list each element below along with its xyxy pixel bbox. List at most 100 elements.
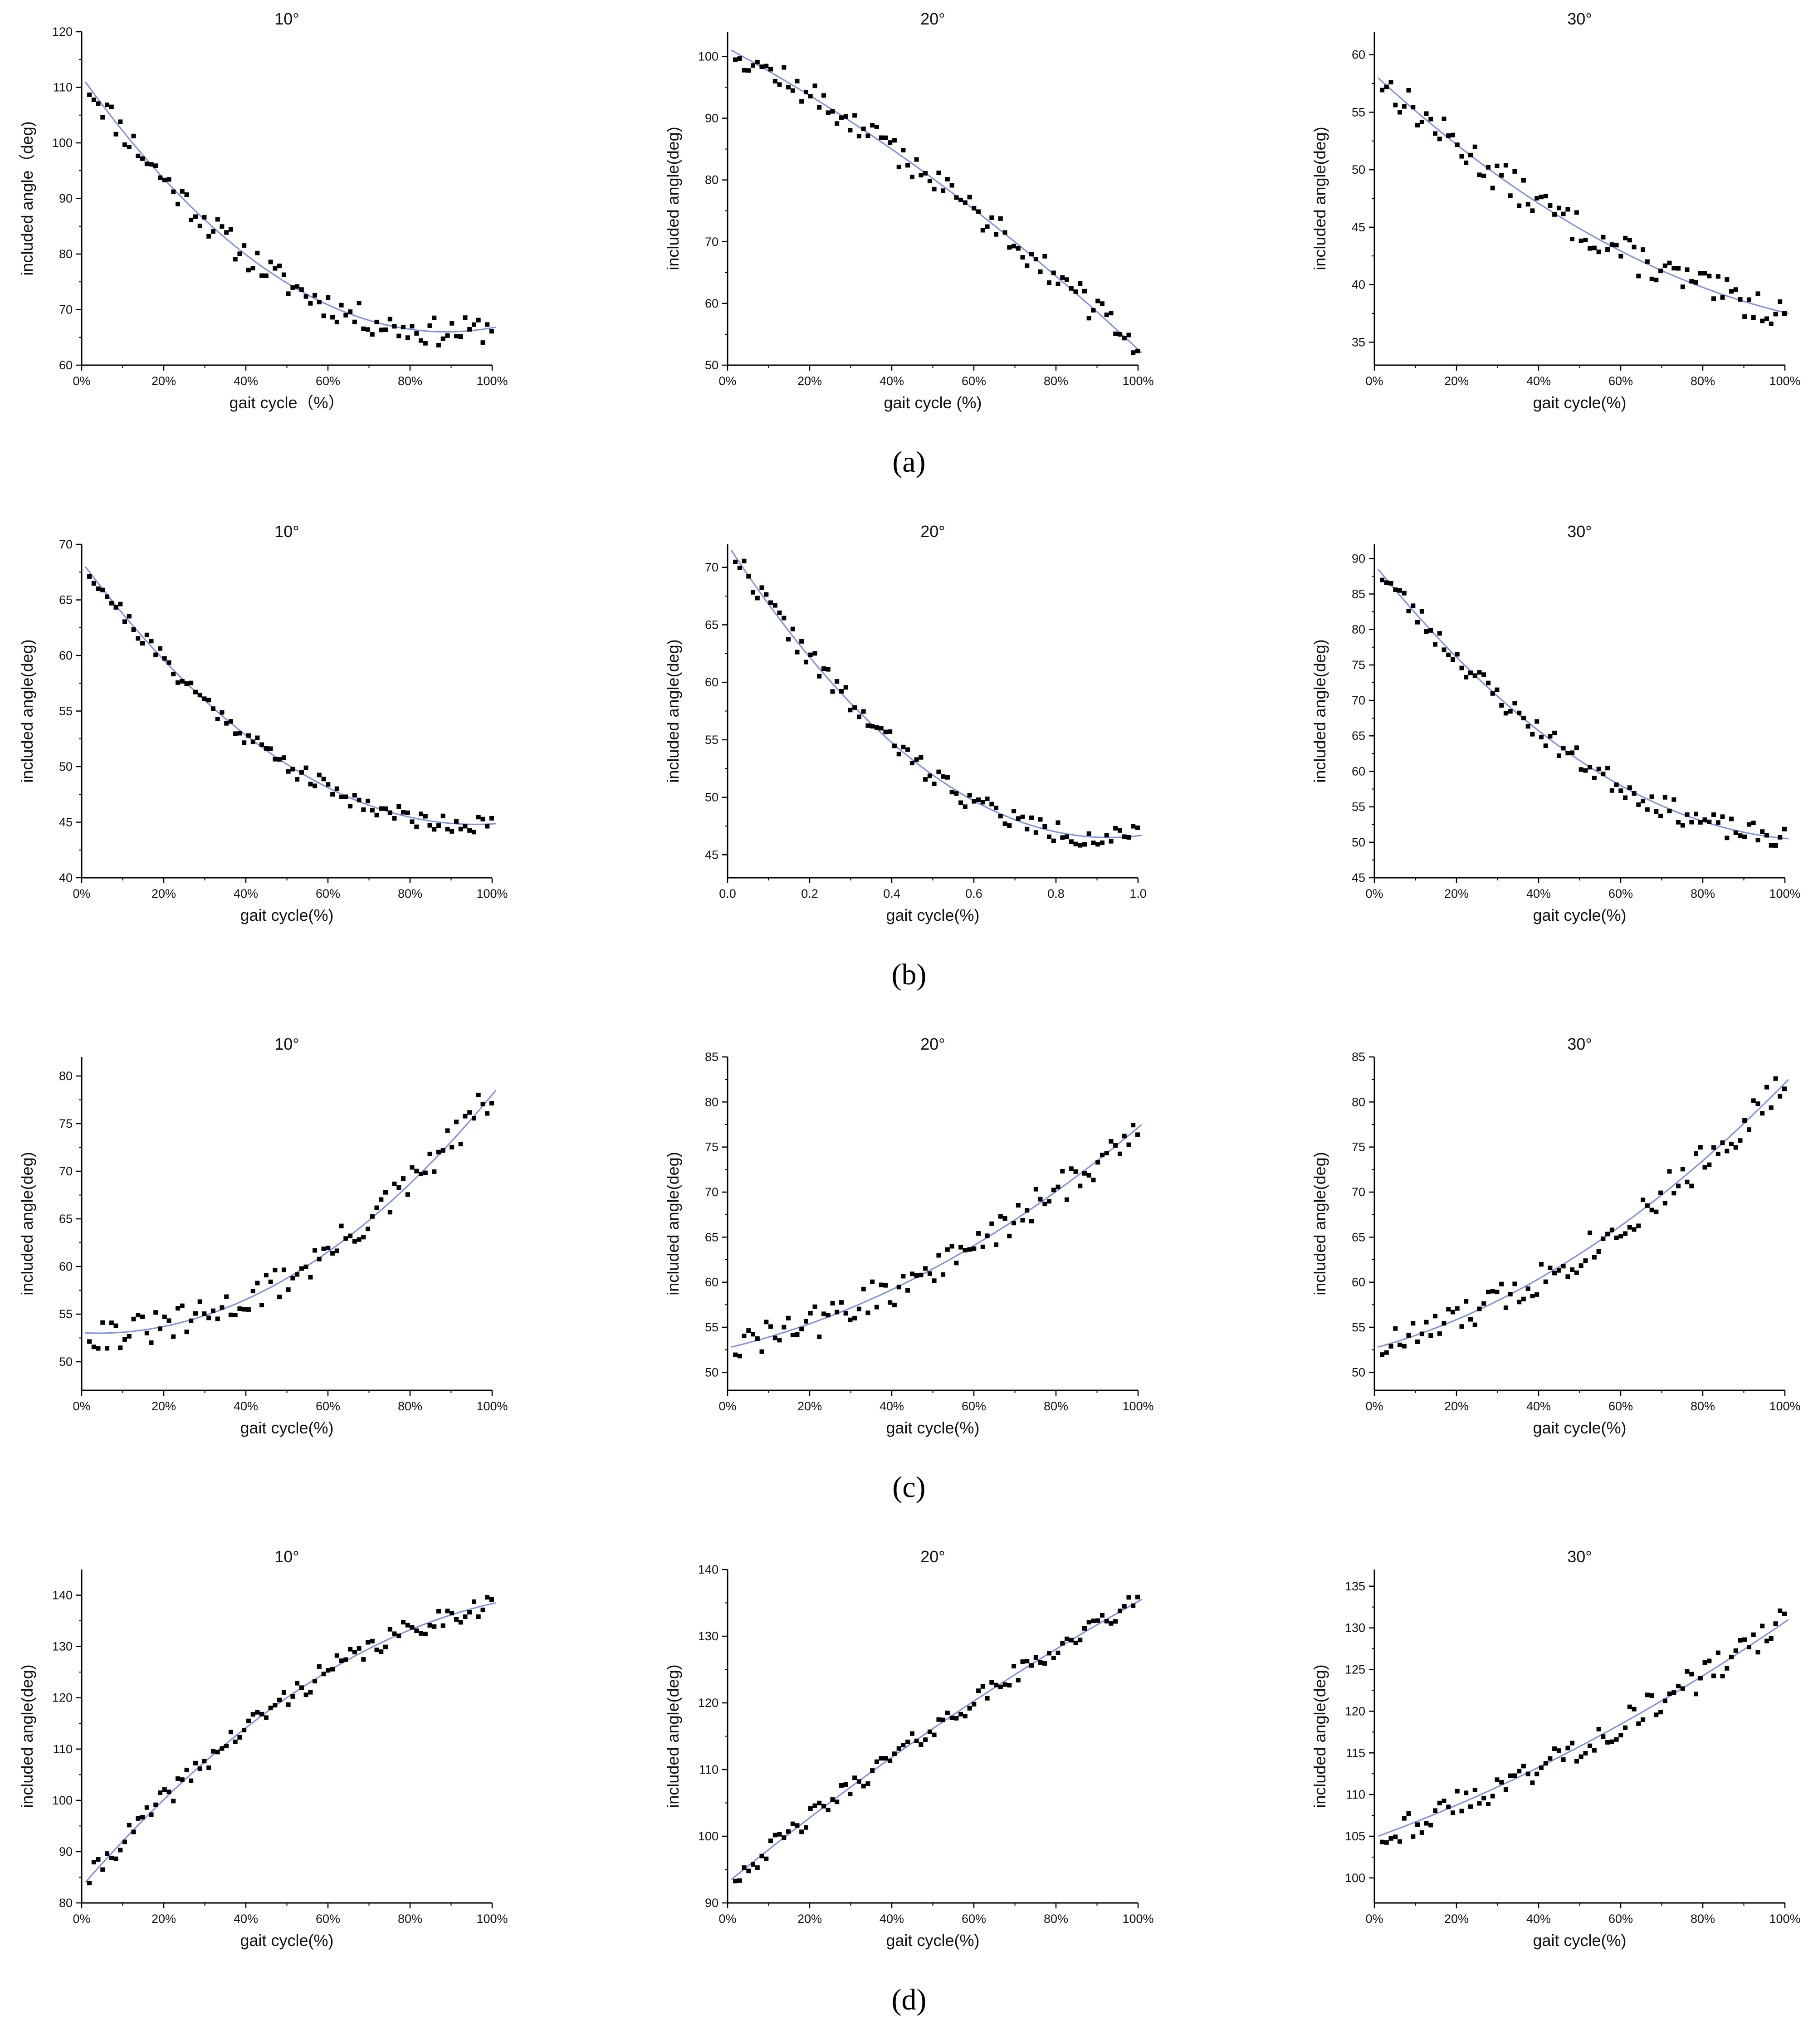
data-point <box>972 799 977 804</box>
data-point <box>746 574 751 579</box>
data-point <box>861 709 866 714</box>
data-point <box>180 1777 185 1782</box>
data-point <box>1725 1666 1730 1671</box>
x-tick-label: 20% <box>797 1399 822 1413</box>
data-point <box>888 729 893 734</box>
data-point <box>140 1314 145 1319</box>
data-point <box>1025 1208 1030 1213</box>
row-caption: (b) <box>892 958 927 991</box>
x-tick-label: 0.8 <box>1047 887 1065 900</box>
data-point <box>1565 207 1570 212</box>
data-point <box>1481 1301 1486 1306</box>
data-point <box>1113 1619 1118 1624</box>
y-tick-label: 50 <box>59 1355 73 1369</box>
data-point <box>366 1640 371 1645</box>
data-point <box>118 1848 123 1853</box>
data-point <box>1126 333 1131 337</box>
data-point <box>379 806 384 811</box>
data-point <box>777 1338 782 1343</box>
data-point <box>250 1289 255 1294</box>
data-point <box>1025 826 1030 831</box>
data-point <box>1056 820 1060 825</box>
data-point <box>180 189 185 194</box>
data-point <box>1012 1664 1017 1668</box>
data-point <box>242 740 247 745</box>
data-point <box>1428 1333 1433 1338</box>
data-point <box>290 767 295 772</box>
data-point <box>472 1599 476 1604</box>
data-point <box>927 1729 932 1734</box>
data-point <box>436 823 441 828</box>
data-point <box>237 1735 242 1740</box>
data-point <box>808 1806 813 1811</box>
x-tick-label: 80% <box>1691 374 1715 388</box>
data-point <box>1543 1761 1548 1766</box>
data-point <box>777 1832 782 1837</box>
x-tick-label: 20% <box>152 887 176 900</box>
data-point <box>1671 266 1676 271</box>
data-point <box>1552 1746 1557 1751</box>
data-point <box>865 1781 870 1786</box>
data-point <box>1100 301 1104 306</box>
data-point <box>383 327 388 332</box>
data-point <box>1472 673 1477 678</box>
y-axis-label: included angle(deg) <box>1310 127 1329 270</box>
data-point <box>954 791 959 796</box>
data-point <box>1715 1151 1720 1156</box>
data-point <box>1623 1231 1628 1236</box>
data-point <box>848 708 853 713</box>
data-point <box>396 804 401 809</box>
data-point <box>189 1778 194 1783</box>
data-point <box>1104 1151 1109 1155</box>
data-point <box>1384 1350 1389 1355</box>
data-point <box>136 153 141 158</box>
data-point <box>998 1214 1003 1219</box>
data-point <box>1618 1733 1623 1738</box>
data-point <box>127 1334 132 1339</box>
data-point <box>259 1303 264 1307</box>
data-point <box>105 103 109 108</box>
data-point <box>1472 1322 1477 1327</box>
data-point <box>343 1657 348 1662</box>
data-point <box>1782 826 1787 831</box>
data-point <box>1012 809 1017 813</box>
data-point <box>1592 245 1597 250</box>
x-tick-label: 100% <box>476 1912 508 1926</box>
data-point <box>1411 105 1416 110</box>
data-point <box>1065 277 1069 282</box>
data-point <box>480 817 485 822</box>
data-point <box>835 679 840 684</box>
data-point <box>383 1190 388 1195</box>
data-point <box>419 1172 423 1176</box>
data-point <box>348 309 353 314</box>
data-point <box>122 1839 127 1844</box>
y-tick-label: 80 <box>705 173 718 187</box>
data-point <box>914 757 919 762</box>
data-point <box>162 1787 167 1792</box>
data-point <box>237 251 242 256</box>
data-point <box>1689 279 1694 284</box>
data-point <box>1091 841 1096 845</box>
data-point <box>1398 1342 1402 1347</box>
data-point <box>334 1653 339 1658</box>
y-tick-label: 55 <box>1352 105 1365 119</box>
data-point <box>733 1352 738 1357</box>
data-point <box>1078 1183 1083 1188</box>
data-point <box>865 1311 870 1315</box>
data-point <box>1725 836 1730 841</box>
y-tick-label: 55 <box>705 733 718 747</box>
y-tick-label: 110 <box>1346 1788 1365 1801</box>
data-point <box>1406 609 1411 614</box>
data-point <box>1742 834 1747 839</box>
data-point <box>290 1276 295 1281</box>
y-tick-label: 65 <box>705 1230 718 1244</box>
x-tick-label: 20% <box>152 374 176 388</box>
data-point <box>1764 1085 1769 1090</box>
data-point <box>1508 193 1513 198</box>
data-point <box>1636 1223 1641 1228</box>
data-point <box>392 1631 397 1636</box>
data-point <box>303 765 308 770</box>
data-point <box>742 1334 747 1338</box>
data-point <box>432 315 437 320</box>
data-point <box>308 1690 313 1695</box>
